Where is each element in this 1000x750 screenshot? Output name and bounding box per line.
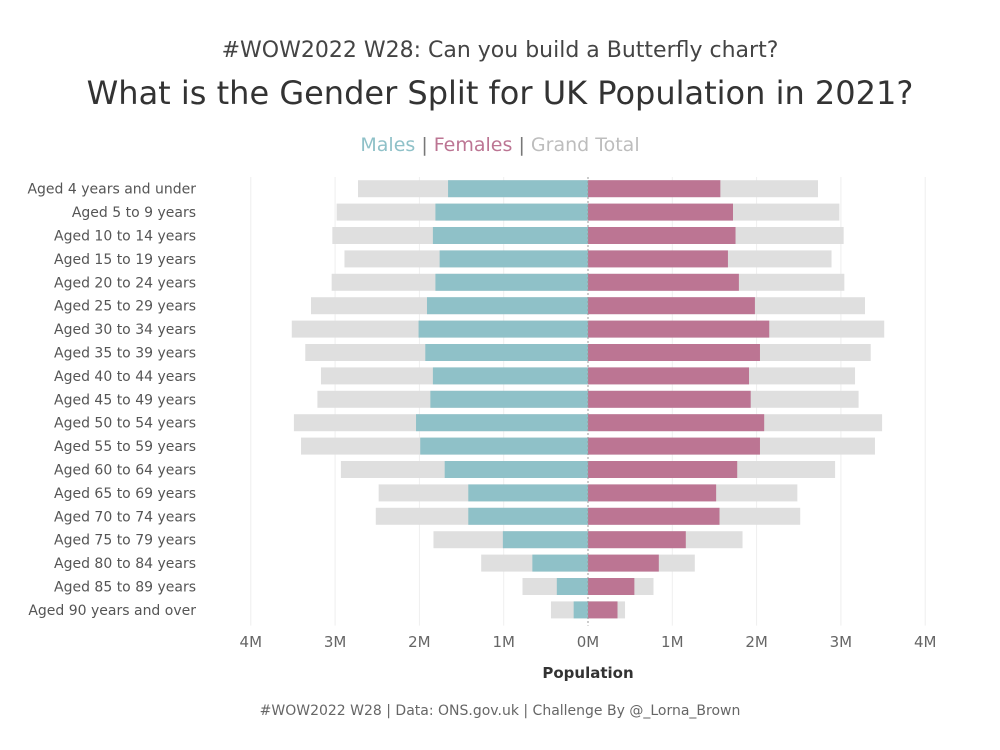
male-bar [444, 461, 588, 478]
x-tick-label: 0M [577, 633, 600, 651]
female-bar [588, 461, 738, 478]
legend-separator: | [518, 134, 525, 156]
category-label: Aged 85 to 89 years [54, 580, 196, 596]
category-label: Aged 60 to 64 years [54, 463, 196, 479]
legend-grand-total[interactable]: Grand Total [530, 134, 640, 156]
chart-title: What is the Gender Split for UK Populati… [86, 74, 914, 112]
category-label: Aged 30 to 34 years [54, 322, 196, 338]
category-label: Aged 10 to 14 years [54, 229, 196, 245]
female-bar [588, 484, 717, 502]
x-tick-label: 4M [240, 633, 263, 651]
male-bar [439, 250, 588, 268]
x-tick-label: 3M [830, 633, 853, 651]
x-tick-label: 2M [408, 633, 431, 651]
female-bar [588, 250, 728, 268]
category-label: Aged 40 to 44 years [54, 369, 196, 385]
x-tick-label: 1M [492, 633, 515, 651]
female-bar [588, 414, 765, 432]
category-label: Aged 90 years and over [28, 603, 196, 619]
category-label: Aged 25 to 29 years [54, 299, 196, 315]
male-bar [426, 297, 588, 315]
legend-females[interactable]: Females [433, 134, 513, 156]
x-tick-label: 1M [661, 633, 684, 651]
male-bar [532, 554, 588, 572]
male-bar [502, 531, 588, 549]
x-tick-label: 3M [324, 633, 347, 651]
male-bar [418, 320, 588, 338]
category-label: Aged 55 to 59 years [54, 439, 196, 455]
female-bar [588, 531, 686, 549]
x-axis-title: Population [542, 664, 633, 682]
male-bar [468, 484, 588, 502]
chart-subtitle: #WOW2022 W28: Can you build a Butterfly … [221, 38, 779, 63]
category-label: Aged 35 to 39 years [54, 346, 196, 362]
male-bar [435, 203, 588, 221]
category-label: Aged 70 to 74 years [54, 509, 196, 525]
legend-separator: | [421, 134, 428, 156]
x-tick-label: 2M [745, 633, 768, 651]
female-bar [588, 344, 760, 361]
legend-males[interactable]: Males [360, 134, 416, 156]
category-label: Aged 15 to 19 years [54, 252, 196, 268]
male-bar [432, 367, 588, 385]
male-bar [573, 601, 588, 619]
male-bar [432, 227, 588, 244]
legend: Males | Females | Grand Total [0, 134, 1000, 156]
category-label: Aged 20 to 24 years [54, 275, 196, 291]
category-label: Aged 45 to 49 years [54, 392, 196, 408]
female-bar [588, 180, 721, 198]
category-label: Aged 5 to 9 years [72, 205, 196, 221]
male-bar [448, 180, 588, 198]
female-bar [588, 203, 733, 221]
category-label: Aged 80 to 84 years [54, 556, 196, 572]
category-label: Aged 75 to 79 years [54, 533, 196, 549]
female-bar [588, 297, 755, 315]
category-label: Aged 50 to 54 years [54, 416, 196, 432]
footer-credits: #WOW2022 W28 | Data: ONS.gov.uk | Challe… [259, 703, 741, 719]
male-bar [435, 273, 588, 291]
female-bar [588, 554, 659, 572]
male-bar [468, 507, 588, 525]
category-label: Aged 65 to 69 years [54, 486, 196, 502]
female-bar [588, 601, 618, 619]
female-bar [588, 437, 760, 455]
male-bar [420, 437, 588, 455]
female-bar [588, 367, 750, 385]
female-bar [588, 273, 739, 291]
female-bar [588, 578, 635, 595]
category-label: Aged 4 years and under [27, 182, 196, 198]
female-bar [588, 390, 751, 408]
x-tick-label: 4M [914, 633, 937, 651]
female-bar [588, 507, 720, 525]
male-bar [425, 344, 588, 361]
male-bar [430, 390, 588, 408]
male-bar [416, 414, 588, 432]
female-bar [588, 320, 770, 338]
male-bar [556, 578, 588, 595]
female-bar [588, 227, 736, 244]
